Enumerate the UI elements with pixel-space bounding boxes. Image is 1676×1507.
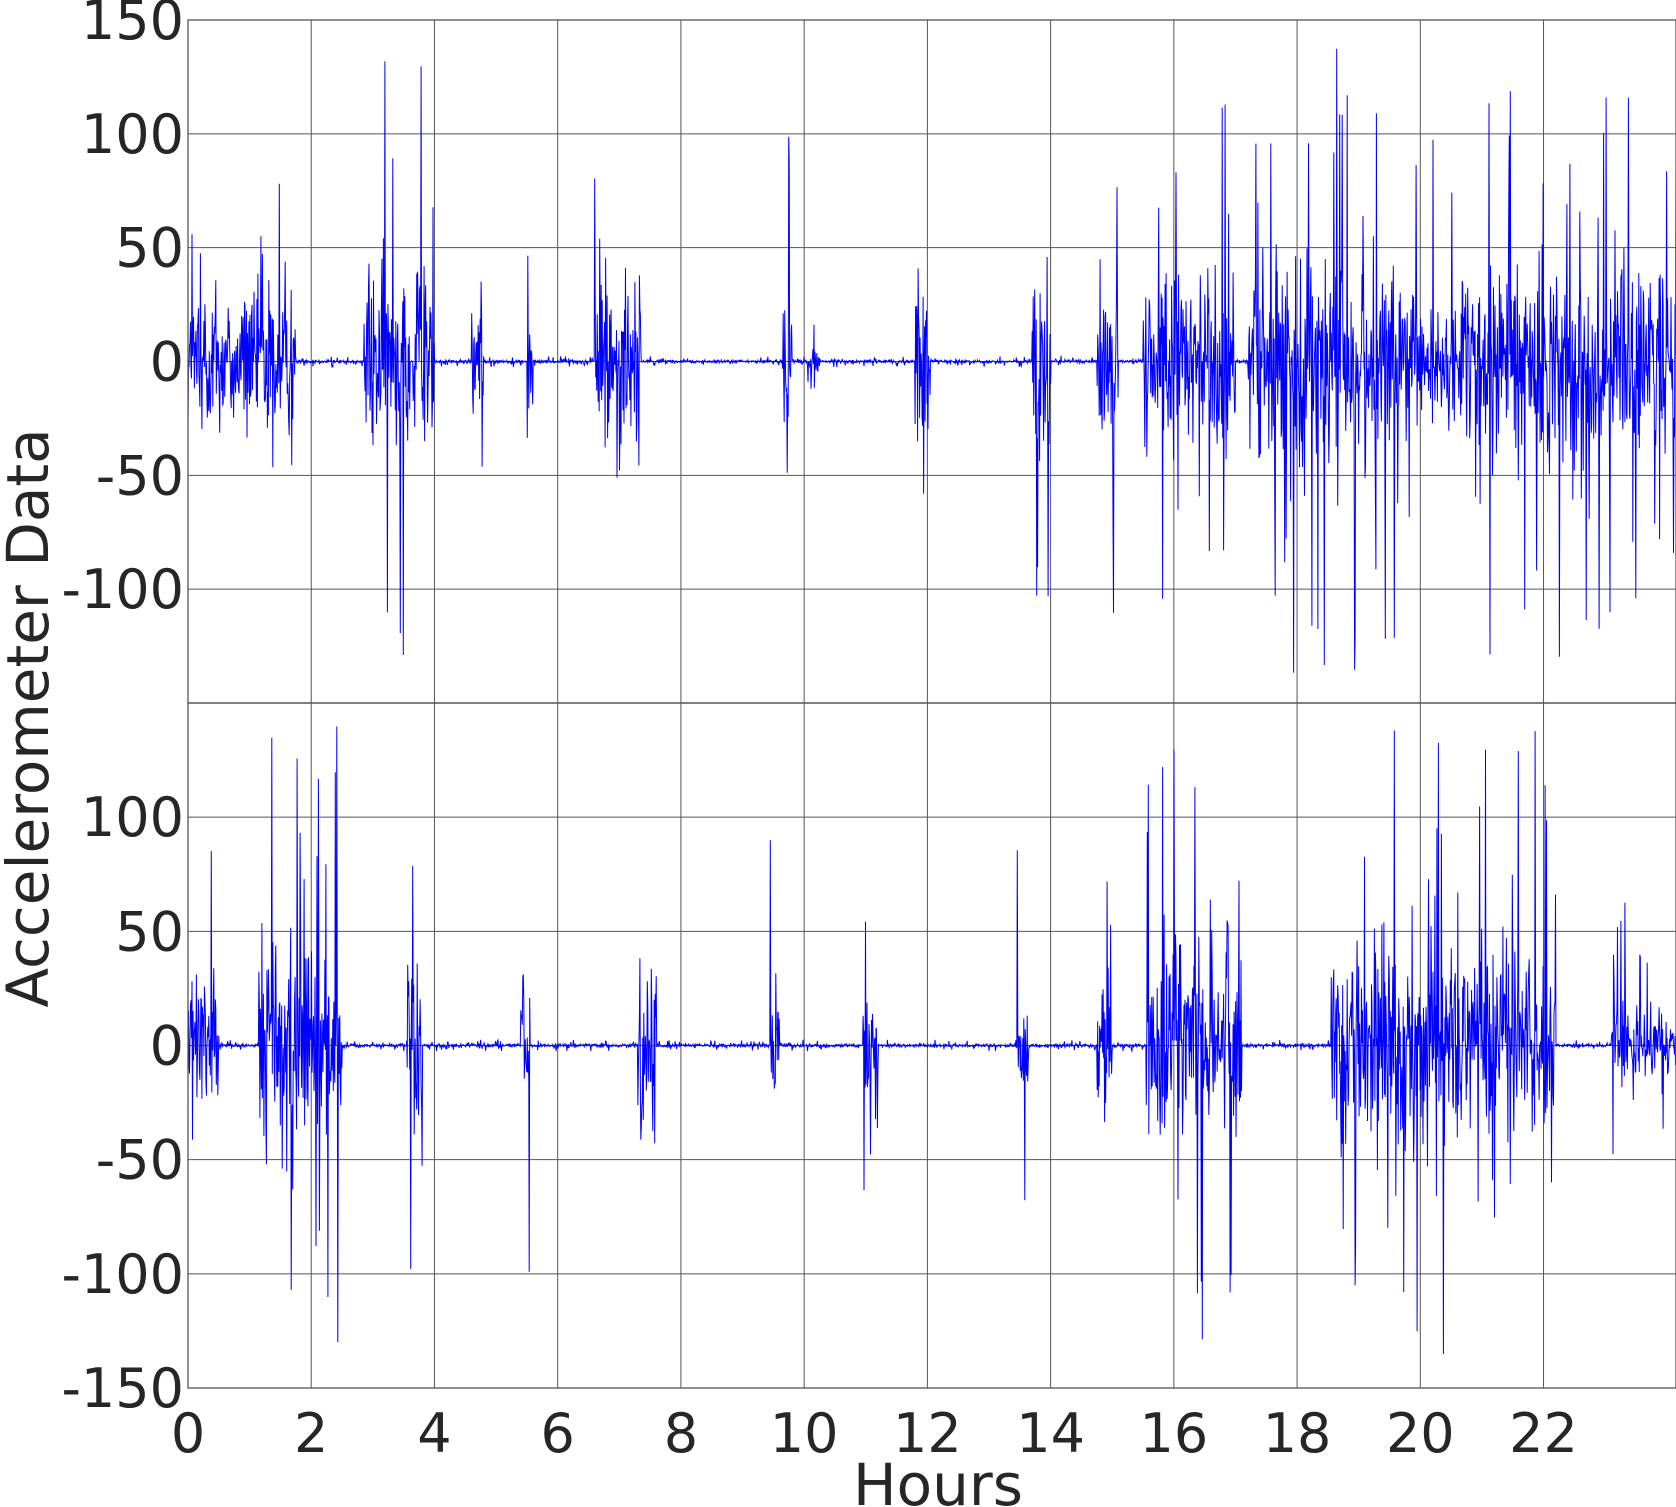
y-tick-label: 0 [150,331,184,394]
bottom-plot-frame [187,702,1676,1389]
bottom-y-tick-labels: -150 -100 -50 0 50 100 [61,786,184,1420]
top-panel: -100 -50 0 50 100 150 [61,0,1676,704]
accelerometer-signal-line [187,48,1676,673]
y-tick-label: 0 [150,1015,184,1078]
x-tick-label: 0 [171,1402,205,1465]
y-tick-label: 100 [81,103,184,166]
x-tick-labels: 0 2 4 6 8 10 12 14 16 18 20 22 [171,1402,1578,1465]
bottom-panel: -150 -100 -50 0 50 100 0 2 4 6 8 10 12 14 16 18 20 22 [61,702,1676,1465]
x-tick-label: 4 [417,1402,451,1465]
y-tick-label: 100 [81,786,184,849]
x-tick-label: 6 [541,1402,575,1465]
y-tick-label: -50 [96,444,184,507]
top-trace [187,48,1676,673]
bottom-trace [187,726,1676,1355]
y-tick-label: 50 [115,900,184,963]
y-tick-label: -50 [96,1129,184,1192]
y-tick-label: -100 [61,558,184,621]
y-tick-label: -150 [61,1357,184,1420]
top-y-tick-labels: -100 -50 0 50 100 150 [61,0,184,621]
x-tick-label: 10 [770,1402,839,1465]
y-axis-label: Accelerometer Data [0,428,62,1007]
accelerometer-signal-line [187,726,1676,1355]
y-tick-label: 50 [115,217,184,280]
x-axis-label: Hours [853,1451,1023,1507]
y-tick-label: 150 [81,0,184,52]
x-tick-label: 20 [1386,1402,1455,1465]
x-tick-label: 8 [664,1402,698,1465]
x-tick-label: 12 [893,1402,962,1465]
x-tick-label: 18 [1263,1402,1332,1465]
x-tick-label: 22 [1509,1402,1578,1465]
x-tick-label: 14 [1016,1402,1085,1465]
y-tick-label: -100 [61,1243,184,1306]
x-tick-label: 16 [1139,1402,1208,1465]
x-tick-label: 2 [294,1402,328,1465]
